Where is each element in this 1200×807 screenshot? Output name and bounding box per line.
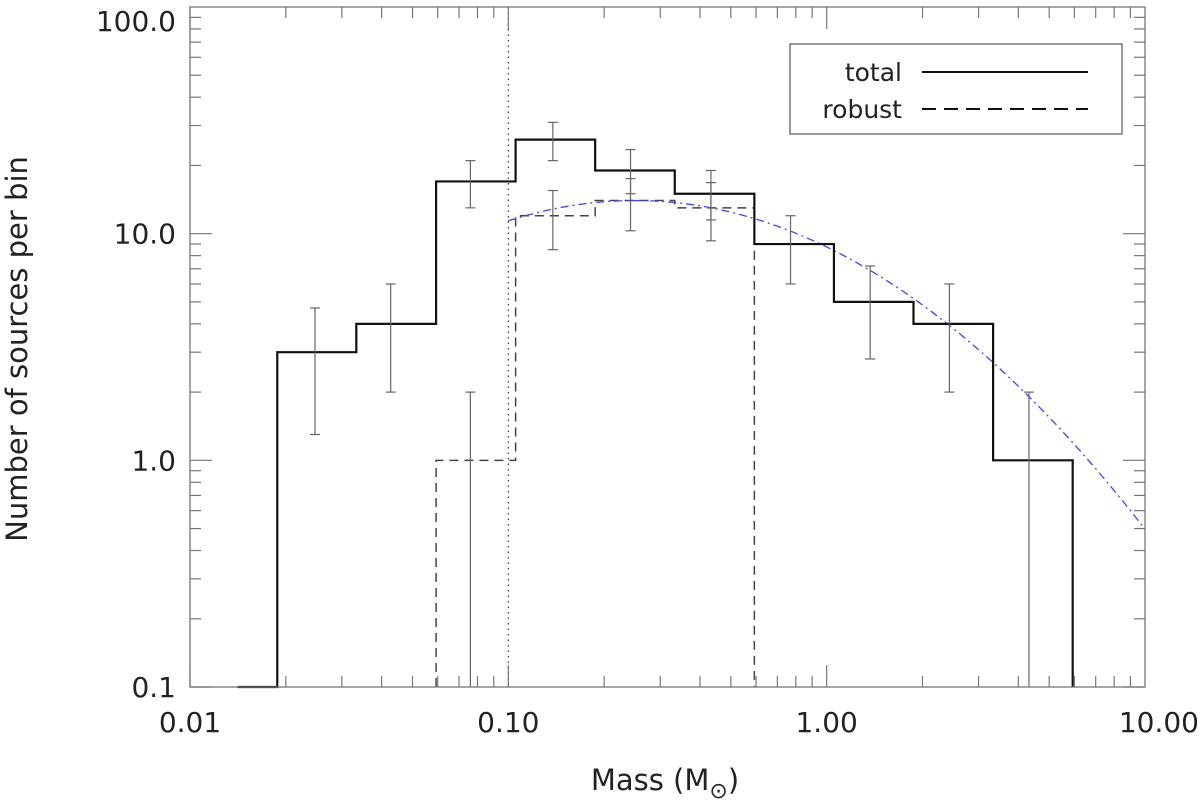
legend: total robust (789, 43, 1123, 135)
y-tick-label: 10.0 (114, 218, 176, 251)
x-axis-title: Mass (M⊙) (591, 763, 739, 804)
y-tick-label: 1.0 (131, 444, 176, 477)
lognormal-fit-curve (508, 199, 1146, 530)
plot-area (237, 7, 1146, 689)
x-tick-label: 1.00 (795, 706, 857, 739)
legend-box (789, 43, 1123, 135)
axes: 0.01 0.10 1.00 10.00 0.1 1.0 10.0 100.0 (96, 5, 1199, 739)
plot-frame (189, 6, 1146, 688)
total-histogram (237, 138, 1074, 689)
x-tick-label: 10.00 (1119, 706, 1199, 739)
y-tick-label: 100.0 (96, 5, 176, 38)
y-axis-title: Number of sources per bin (0, 156, 34, 542)
robust-histogram (435, 199, 756, 687)
x-tick-label: 0.01 (159, 706, 221, 739)
y-tick-label: 0.1 (131, 671, 176, 704)
legend-label-robust: robust (822, 95, 902, 124)
axis-labels: Mass (M⊙) Number of sources per bin (0, 156, 739, 804)
x-tick-label: 0.10 (477, 706, 539, 739)
legend-label-total: total (845, 58, 902, 87)
